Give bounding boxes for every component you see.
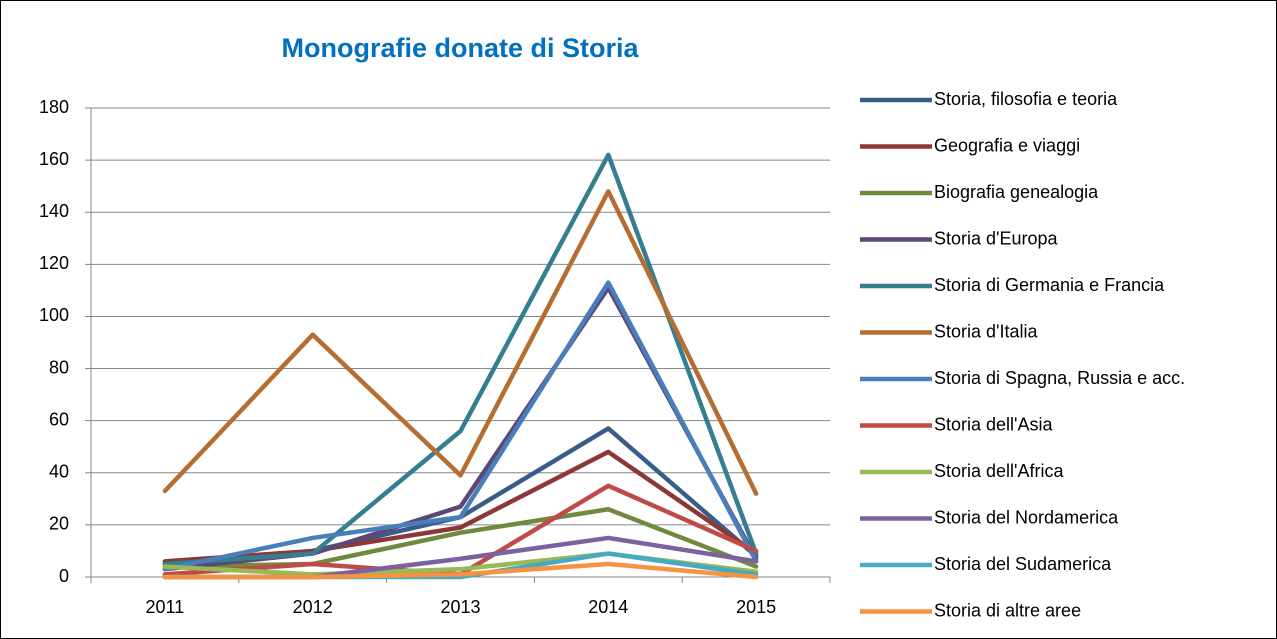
series-line <box>162 280 759 572</box>
series-line <box>162 561 759 580</box>
legend-label: Storia dell'Africa <box>934 461 1064 481</box>
chart-title: Monografie donate di Storia <box>281 33 639 63</box>
y-tick-label: 100 <box>39 305 69 325</box>
legend-label: Geografia e viaggi <box>934 135 1080 155</box>
y-tick-label: 60 <box>49 409 69 429</box>
y-tick-label: 140 <box>39 201 69 221</box>
x-tick-label: 2014 <box>588 597 628 617</box>
x-tick-label: 2015 <box>736 597 776 617</box>
legend-label: Storia dell'Asia <box>934 414 1053 434</box>
legend-label: Storia, filosofia e teoria <box>934 89 1118 109</box>
legend-label: Storia d'Europa <box>934 228 1059 248</box>
legend-label: Storia del Sudamerica <box>934 554 1112 574</box>
y-tick-label: 80 <box>49 357 69 377</box>
series-line <box>162 449 759 564</box>
legend-label: Biografia genealogia <box>934 182 1099 202</box>
y-tick-label: 0 <box>59 566 69 586</box>
x-tick-label: 2013 <box>440 597 480 617</box>
series-line <box>162 189 759 496</box>
legend-label: Storia del Nordamerica <box>934 507 1119 527</box>
series-line <box>162 507 759 569</box>
x-tick-label: 2011 <box>146 597 185 617</box>
legend-label: Storia di Germania e Francia <box>934 275 1165 295</box>
y-tick-label: 160 <box>39 149 69 169</box>
legend-label: Storia d'Italia <box>934 321 1038 341</box>
y-tick-label: 40 <box>49 462 69 482</box>
legend-label: Storia di altre aree <box>934 600 1081 620</box>
x-tick-label: 2012 <box>293 597 333 617</box>
legend-label: Storia di Spagna, Russia e acc. <box>934 368 1185 388</box>
y-tick-label: 120 <box>39 253 69 273</box>
y-tick-label: 180 <box>39 97 69 117</box>
y-tick-label: 20 <box>49 514 69 534</box>
